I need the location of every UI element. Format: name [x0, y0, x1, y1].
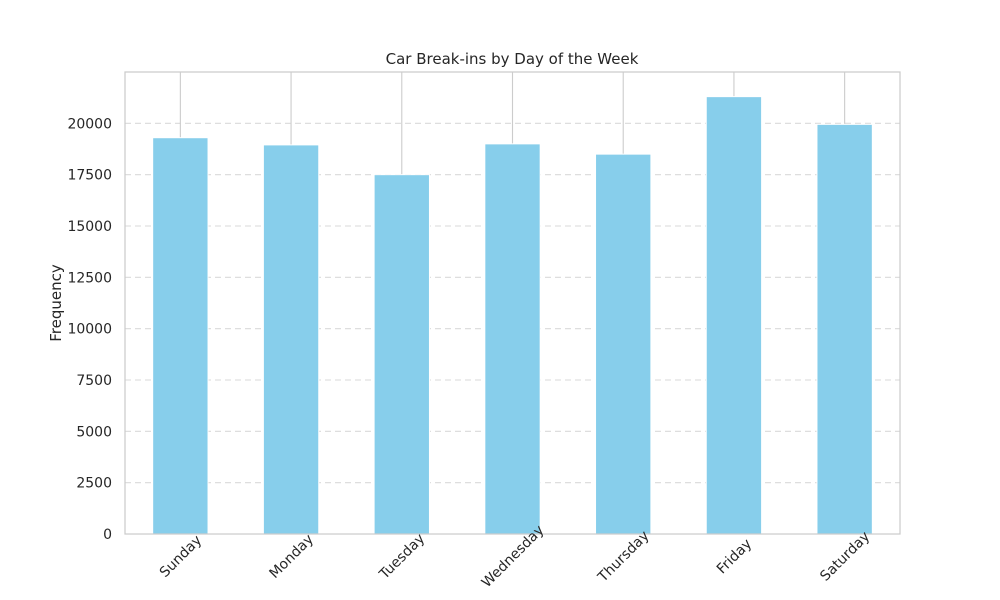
y-tick-label: 12500 [67, 270, 112, 286]
plot-frame [124, 71, 901, 535]
bar-saturday [816, 123, 873, 535]
x-tick-label: Saturday [817, 529, 873, 585]
bar-wednesday [484, 143, 541, 535]
y-gridlines [125, 122, 900, 484]
chart-title: Car Break-ins by Day of the Week [386, 50, 639, 68]
x-tick-label: Tuesday [376, 531, 428, 583]
bar-sunday [152, 137, 209, 535]
bar-monday [262, 144, 320, 535]
bars [152, 96, 873, 535]
x-tick-label: Sunday [157, 532, 205, 580]
x-tick-label: Monday [267, 531, 317, 581]
y-axis-label: Frequency [47, 264, 65, 342]
bar-friday [705, 96, 763, 535]
y-tick-label: 15000 [67, 219, 112, 235]
y-tick-label: 7500 [76, 373, 112, 389]
x-tick-label: Friday [714, 536, 755, 577]
y-tick-labels: 0 2500 5000 7500 10000 12500 15000 17500 20000 [67, 116, 112, 543]
bar-thursday [595, 153, 652, 535]
y-tick-label: 5000 [76, 424, 112, 440]
x-tick-label: Thursday [594, 528, 652, 586]
bar-tuesday [373, 174, 430, 535]
y-tick-label: 2500 [76, 476, 112, 492]
y-tick-label: 17500 [67, 168, 112, 184]
y-tick-label: 10000 [67, 322, 112, 338]
y-tick-label: 0 [103, 527, 112, 543]
y-tick-label: 20000 [67, 116, 112, 132]
